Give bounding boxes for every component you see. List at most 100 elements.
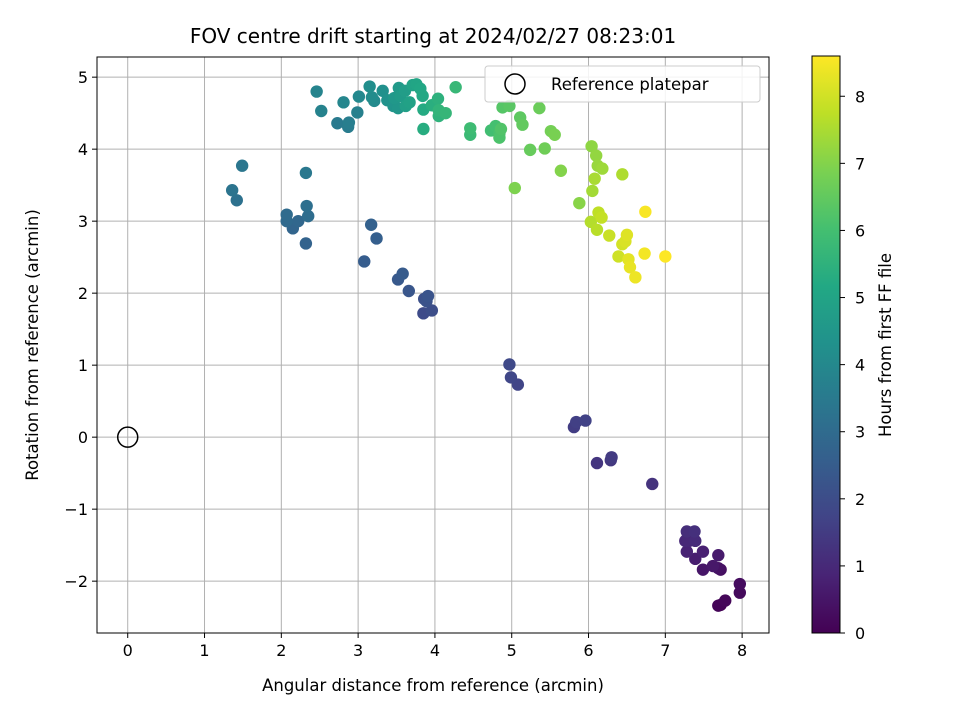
data-point — [590, 223, 604, 236]
data-point — [639, 205, 652, 218]
x-tick-label: 2 — [276, 641, 286, 660]
data-point — [464, 122, 477, 135]
data-point — [570, 415, 583, 429]
data-point — [706, 559, 720, 573]
data-point — [573, 196, 586, 210]
colorbar-tick-label: 1 — [855, 557, 865, 576]
data-point — [595, 211, 608, 224]
data-point — [299, 166, 313, 180]
data-point — [612, 250, 625, 263]
data-point — [352, 90, 366, 103]
data-point — [533, 101, 546, 115]
data-point — [603, 229, 616, 242]
data-point — [358, 255, 371, 268]
colorbar-gradient — [811, 55, 841, 634]
chart-title: FOV centre drift starting at 2024/02/27 … — [190, 24, 676, 48]
x-tick-label: 8 — [737, 641, 747, 660]
y-tick-label: −2 — [64, 572, 88, 591]
data-point — [712, 549, 725, 562]
x-tick-label: 1 — [199, 641, 209, 660]
y-tick-label: 4 — [78, 140, 88, 159]
data-point — [439, 106, 452, 120]
data-point — [421, 289, 435, 303]
plot-frame — [96, 56, 770, 634]
colorbar-tick-label: 7 — [855, 154, 865, 173]
data-point — [417, 122, 430, 136]
data-point — [396, 267, 409, 280]
colorbar-tick-label: 3 — [855, 423, 865, 442]
data-point — [494, 122, 508, 136]
legend-marker-icon — [504, 73, 526, 95]
data-point — [225, 184, 239, 197]
data-point — [503, 99, 516, 113]
y-tick-label: 5 — [78, 68, 88, 87]
x-axis-ticks: 0 1 2 3 4 5 6 7 8 — [123, 633, 747, 660]
data-point — [376, 84, 389, 98]
data-point — [516, 118, 529, 131]
data-point — [363, 80, 376, 93]
data-point — [416, 89, 429, 103]
data-point — [616, 168, 629, 181]
legend-box — [484, 65, 761, 103]
data-point — [315, 104, 328, 118]
colorbar-label: Hours from first FF file — [876, 253, 895, 437]
colorbar-tick-label: 4 — [855, 356, 865, 375]
data-point — [620, 228, 634, 242]
data-point — [590, 149, 603, 162]
colorbar-tick-label: 8 — [855, 87, 865, 106]
data-point — [719, 594, 732, 607]
data-point — [280, 208, 293, 221]
plot-area — [97, 57, 769, 633]
data-point — [689, 534, 702, 548]
x-tick-label: 5 — [507, 641, 517, 660]
data-point — [364, 218, 378, 231]
data-point — [696, 545, 710, 558]
legend-entry-label: Reference platepar — [551, 75, 709, 94]
data-point — [590, 456, 604, 470]
data-point — [504, 371, 518, 384]
data-point — [351, 106, 364, 119]
x-axis-label: Angular distance from reference (arcmin) — [262, 676, 604, 695]
x-tick-label: 3 — [353, 641, 363, 660]
colorbar-ticks: 0 1 2 3 4 5 6 7 8 — [840, 87, 865, 643]
data-point — [680, 545, 694, 558]
legend: Reference platepar — [484, 65, 761, 103]
data-point — [431, 92, 445, 105]
x-tick-label: 6 — [583, 641, 593, 660]
data-point — [402, 284, 416, 298]
data-point — [449, 81, 462, 94]
data-point — [292, 214, 305, 228]
reference-marker — [116, 426, 139, 448]
data-point — [733, 577, 747, 591]
data-point — [605, 451, 618, 464]
data-point — [337, 96, 350, 109]
data-point — [586, 184, 599, 198]
data-point — [579, 414, 592, 427]
y-axis-label: Rotation from reference (arcmin) — [23, 209, 42, 481]
data-point — [310, 85, 323, 98]
data-point — [302, 209, 315, 223]
data-point — [596, 162, 609, 175]
data-point — [342, 116, 356, 129]
colorbar: 0 1 2 3 4 5 6 7 8 Hours from first FF file — [811, 55, 895, 643]
y-tick-label: 0 — [78, 428, 88, 447]
y-tick-label: 2 — [78, 284, 88, 303]
y-tick-label: 3 — [78, 212, 88, 231]
data-point — [679, 534, 692, 548]
data-point — [230, 194, 243, 207]
data-point — [548, 128, 561, 141]
data-point — [403, 96, 416, 109]
data-point — [646, 477, 659, 491]
scatter-points — [225, 78, 747, 612]
data-point — [365, 91, 379, 104]
data-point — [696, 563, 710, 576]
data-point — [588, 172, 601, 185]
data-point — [235, 159, 249, 172]
data-point — [554, 164, 568, 177]
x-tick-label: 0 — [123, 641, 133, 660]
y-tick-label: 1 — [78, 356, 88, 375]
x-tick-label: 7 — [660, 641, 670, 660]
data-point — [585, 140, 598, 153]
data-point — [425, 304, 439, 317]
